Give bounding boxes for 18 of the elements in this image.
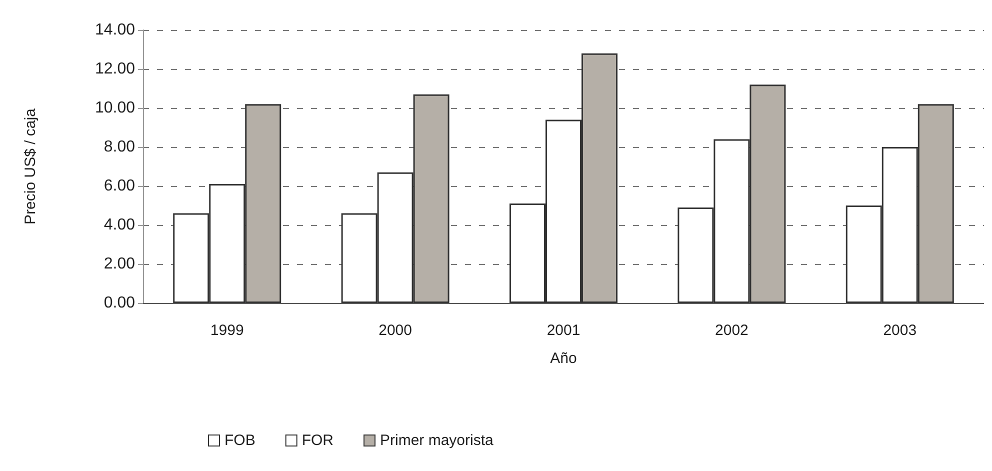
x-axis-title: Año <box>550 350 577 367</box>
y-tick-label: 4.00 <box>104 216 136 234</box>
x-tick-label: 2003 <box>883 322 917 339</box>
y-tick-label: 2.00 <box>104 256 136 272</box>
x-tick-label: 2002 <box>715 322 748 339</box>
legend-label: FOB <box>224 432 256 449</box>
legend-label: FOR <box>302 432 334 449</box>
legend-label: Primer mayorista <box>380 432 494 449</box>
y-tick-label: 10.00 <box>94 100 136 116</box>
x-tick-label: 2000 <box>378 322 412 339</box>
y-tick-label: 6.00 <box>104 178 136 194</box>
y-tick-label: 12.00 <box>94 60 136 78</box>
y-axis-title: Precio US$ / caja <box>22 108 39 224</box>
x-tick-label: 1999 <box>210 322 244 339</box>
x-tick-label: 2001 <box>546 322 580 339</box>
y-tick-label: 0.00 <box>104 294 136 312</box>
y-tick-label: 14.00 <box>94 22 136 38</box>
y-tick-label: 8.00 <box>104 138 136 156</box>
